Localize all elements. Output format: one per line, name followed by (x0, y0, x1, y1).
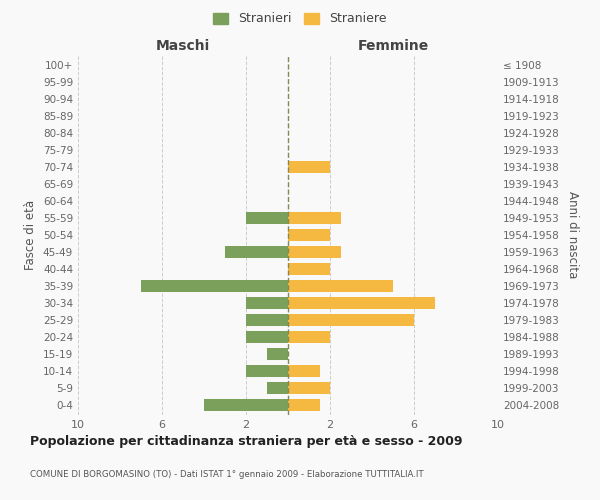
Y-axis label: Fasce di età: Fasce di età (25, 200, 37, 270)
Bar (204, 399, 288, 411)
Bar (288, 263, 330, 275)
Bar (141, 280, 288, 292)
Bar (288, 246, 341, 258)
Bar (246, 212, 288, 224)
Bar (288, 280, 393, 292)
Bar (288, 399, 320, 411)
Bar (288, 382, 330, 394)
Bar (267, 382, 288, 394)
Legend: Stranieri, Straniere: Stranieri, Straniere (209, 8, 391, 29)
Bar (288, 229, 330, 241)
Bar (246, 365, 288, 377)
Text: Maschi: Maschi (156, 40, 210, 54)
Bar (288, 365, 320, 377)
Text: COMUNE DI BORGOMASINO (TO) - Dati ISTAT 1° gennaio 2009 - Elaborazione TUTTITALI: COMUNE DI BORGOMASINO (TO) - Dati ISTAT … (30, 470, 424, 479)
Text: Femmine: Femmine (358, 40, 428, 54)
Bar (267, 348, 288, 360)
Bar (288, 331, 330, 343)
Bar (246, 297, 288, 309)
Bar (246, 314, 288, 326)
Bar (288, 297, 435, 309)
Bar (288, 314, 414, 326)
Y-axis label: Anni di nascita: Anni di nascita (566, 192, 579, 278)
Bar (288, 212, 341, 224)
Bar (288, 161, 330, 173)
Text: Popolazione per cittadinanza straniera per età e sesso - 2009: Popolazione per cittadinanza straniera p… (30, 435, 463, 448)
Bar (246, 331, 288, 343)
Bar (225, 246, 288, 258)
